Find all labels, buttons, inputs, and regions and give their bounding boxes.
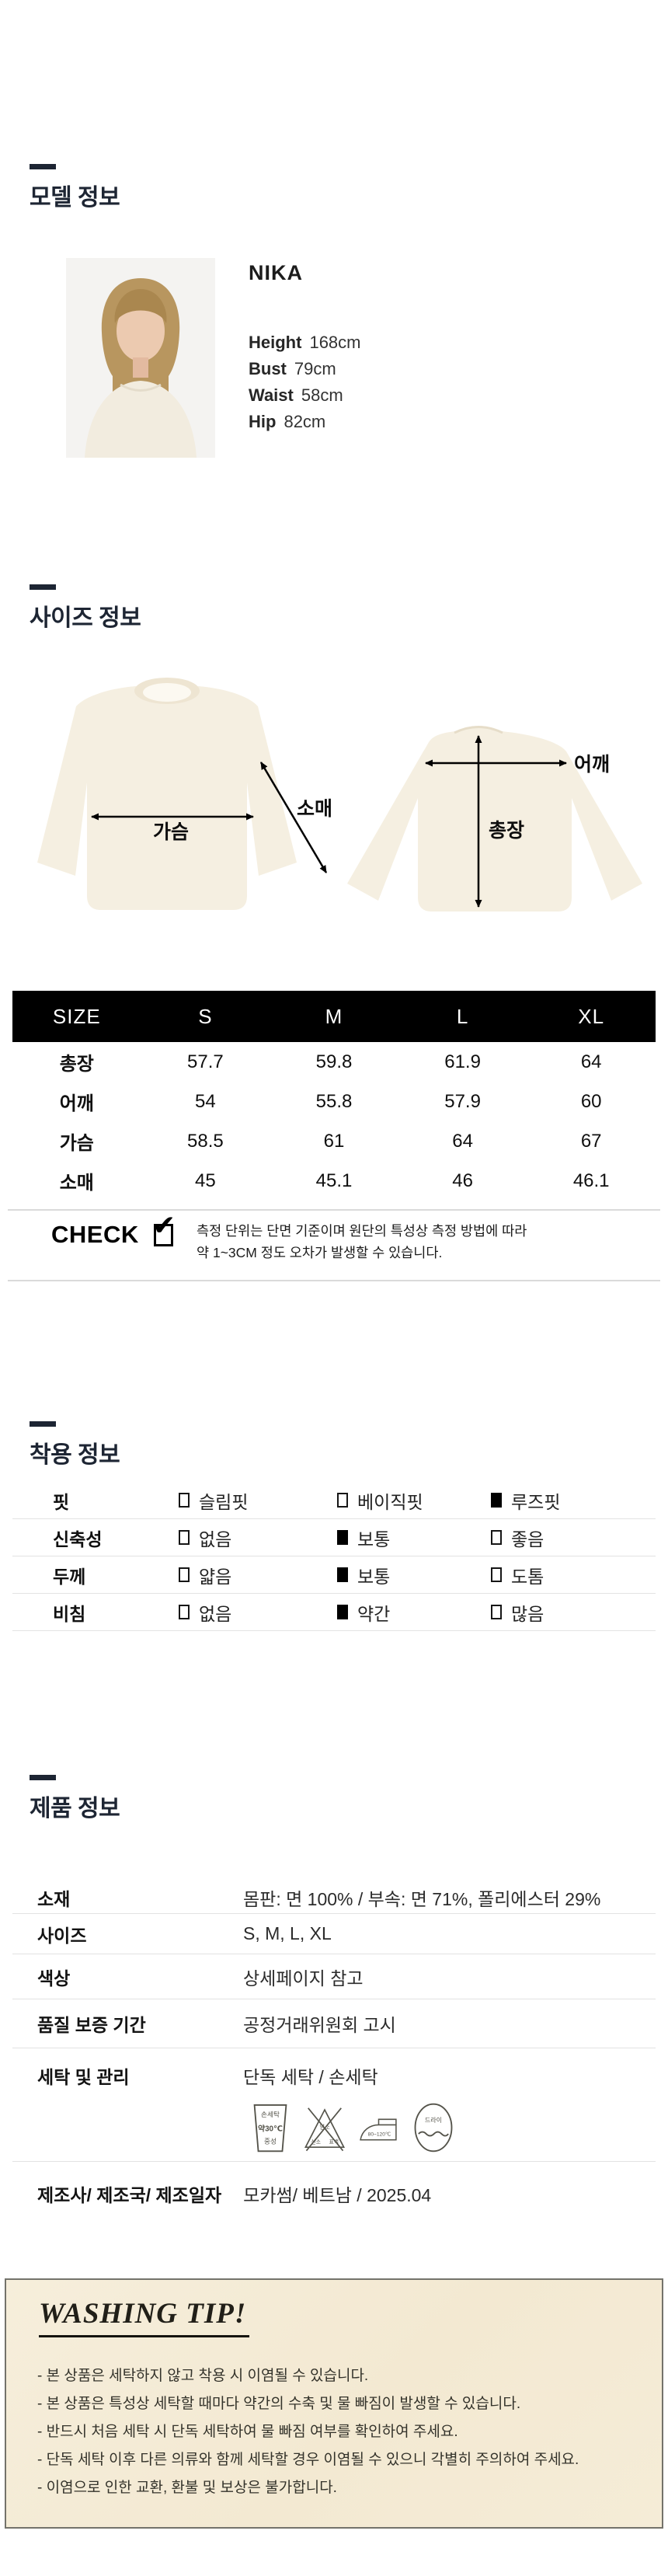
checkbox-icon — [179, 1493, 190, 1508]
model-photo — [66, 258, 215, 458]
fit-row-fit: 핏 슬림핏 베이직핏 루즈핏 — [12, 1482, 656, 1519]
checkbox-icon — [337, 1567, 348, 1582]
size-table-row-sleeve: 소매 45 45.1 46 46.1 — [59, 1169, 610, 1194]
checkbox-icon — [179, 1605, 190, 1619]
care-text: 단독 세탁 / 손세탁 — [243, 2067, 378, 2087]
svg-text:표백: 표백 — [329, 2139, 339, 2146]
washing-tip-note: - 단독 세탁 이후 다른 의류와 함께 세탁할 경우 이염될 수 있으니 각별… — [37, 2452, 579, 2468]
dryclean-icon: 드라이 — [414, 2103, 453, 2152]
svg-text:약30℃: 약30℃ — [258, 2123, 283, 2133]
svg-text:드라이: 드라이 — [425, 2116, 442, 2124]
product-row-warranty: 품질 보증 기간 공정거래위원회 고시 — [12, 1999, 656, 2048]
checkbox-icon — [179, 1530, 190, 1545]
garment-diagram-back: 어깨 총장 — [338, 664, 664, 925]
model-stat-hip: Hip 82cm — [249, 412, 326, 431]
fit-row-sheerness: 비침 없음 약간 많음 — [12, 1594, 656, 1631]
model-illustration — [66, 258, 215, 458]
fit-info-header: 착용 정보 — [30, 1421, 120, 1469]
fit-table: 핏 슬림핏 베이직핏 루즈핏 신축성 없음 보통 좋음 두께 얇음 보통 도톰 … — [12, 1482, 656, 1631]
checkbox-icon — [337, 1493, 348, 1508]
laundry-icons: 손세탁 약30℃ 중성 염소 산소 표백 — [249, 2101, 455, 2154]
length-label: 총장 — [489, 820, 524, 842]
svg-text:중성: 중성 — [264, 2137, 277, 2145]
iron-icon: 80~120℃ — [360, 2118, 397, 2141]
model-info-header: 모델 정보 — [30, 164, 120, 212]
section-title-size-info: 사이즈 정보 — [30, 605, 141, 631]
washing-tip-title: WASHING TIP! — [39, 2297, 250, 2337]
model-stat-bust: Bust 79cm — [249, 359, 336, 378]
washing-tip-note: - 반드시 처음 세탁 시 단독 세탁하여 물 빠짐 여부를 확인하여 주세요. — [37, 2424, 458, 2440]
checkbox-icon — [491, 1493, 502, 1508]
checkbox-icon — [491, 1605, 502, 1619]
washing-tip-notes: - 본 상품은 세탁하지 않고 착용 시 이염될 수 있습니다. - 본 상품은… — [37, 2362, 579, 2502]
product-row-color: 색상 상세페이지 참고 — [12, 1954, 656, 1999]
section-accent-bar — [30, 1421, 56, 1427]
no-bleach-icon: 염소 산소 표백 — [304, 2107, 346, 2152]
check-note-text: 측정 단위는 단면 기준이며 원단의 특성상 측정 방법에 따라 약 1~3CM… — [197, 1223, 527, 1260]
section-title-fit-info: 착용 정보 — [30, 1442, 120, 1468]
section-accent-bar — [30, 1775, 56, 1780]
washing-tip-box: WASHING TIP! - 본 상품은 세탁하지 않고 착용 시 이염될 수 … — [5, 2278, 663, 2529]
checkbox-icon — [337, 1605, 348, 1619]
fit-row-stretch: 신축성 없음 보통 좋음 — [12, 1519, 656, 1556]
washing-tip-note: - 본 상품은 특성상 세탁할 때마다 약간의 수축 및 물 빠짐이 발생할 수… — [37, 2396, 521, 2412]
washing-tip-note: - 이염으로 인한 교환, 환불 및 보상은 불가합니다. — [37, 2480, 337, 2496]
model-stat-waist: Waist 58cm — [249, 385, 343, 405]
svg-text:산소: 산소 — [311, 2139, 321, 2146]
checkbox-icon — [337, 1530, 348, 1545]
model-stats: Height 168cm Bust 79cm Waist 58cm Hip 82… — [249, 329, 361, 435]
sleeve-label: 소매 — [297, 798, 332, 820]
section-title-product-info: 제품 정보 — [30, 1796, 120, 1821]
check-box-outline — [154, 1224, 173, 1246]
product-row-manufacturer: 제조사/ 제조국/ 제조일자 모카썸/ 베트남 / 2025.04 — [37, 2185, 432, 2205]
svg-text:손세탁: 손세탁 — [261, 2110, 280, 2118]
model-name: NIKA — [249, 261, 303, 284]
product-table: 소재 몸판: 면 100% / 부속: 면 71%, 폴리에스터 29% 사이즈… — [12, 1882, 656, 2226]
size-table-row-shoulder: 어깨 54 55.8 57.9 60 — [59, 1090, 602, 1115]
model-stat-height: Height 168cm — [249, 333, 361, 352]
size-info-header: 사이즈 정보 — [30, 584, 141, 633]
section-title-model-info: 모델 정보 — [30, 185, 120, 211]
check-word: CHECK — [51, 1221, 139, 1248]
washing-tip-note: - 본 상품은 세탁하지 않고 착용 시 이염될 수 있습니다. — [37, 2368, 369, 2384]
section-accent-bar — [30, 584, 56, 590]
checkbox-icon — [491, 1567, 502, 1582]
checkbox-icon — [491, 1530, 502, 1545]
fit-row-thickness: 두께 얇음 보통 도톰 — [12, 1556, 656, 1594]
chest-label: 가슴 — [153, 821, 189, 843]
svg-text:염소: 염소 — [319, 2124, 330, 2131]
product-row-size: 사이즈 S, M, L, XL — [12, 1914, 656, 1954]
shoulder-label: 어깨 — [574, 754, 610, 776]
checkbox-icon — [179, 1567, 190, 1582]
sleeve-measure-arrow — [259, 762, 328, 873]
section-accent-bar — [30, 164, 56, 169]
size-table: SIZE S M L XL 총장 57.7 59.8 61.9 64 어깨 54… — [12, 991, 656, 1201]
product-row-care: 세탁 및 관리 단독 세탁 / 손세탁 손세탁 약30℃ 중성 염소 — [12, 2048, 656, 2162]
size-table-row-length: 총장 57.7 59.8 61.9 64 — [59, 1051, 602, 1075]
measurement-check-note: CHECK ✔ 측정 단위는 단면 기준이며 원단의 특성상 측정 방법에 따라… — [8, 1209, 660, 1281]
product-info-header: 제품 정보 — [30, 1775, 120, 1823]
handwash-icon: 손세탁 약30℃ 중성 — [253, 2104, 287, 2152]
product-row-material: 소재 몸판: 면 100% / 부속: 면 71%, 폴리에스터 29% — [12, 1882, 656, 1914]
size-table-header: SIZE S M L XL — [12, 991, 656, 1042]
check-icon: ✔ — [152, 1209, 176, 1241]
svg-text:80~120℃: 80~120℃ — [368, 2132, 391, 2138]
garment-diagram-front: 가슴 소매 — [23, 664, 342, 925]
size-table-row-chest: 가슴 58.5 61 64 67 — [59, 1130, 602, 1155]
